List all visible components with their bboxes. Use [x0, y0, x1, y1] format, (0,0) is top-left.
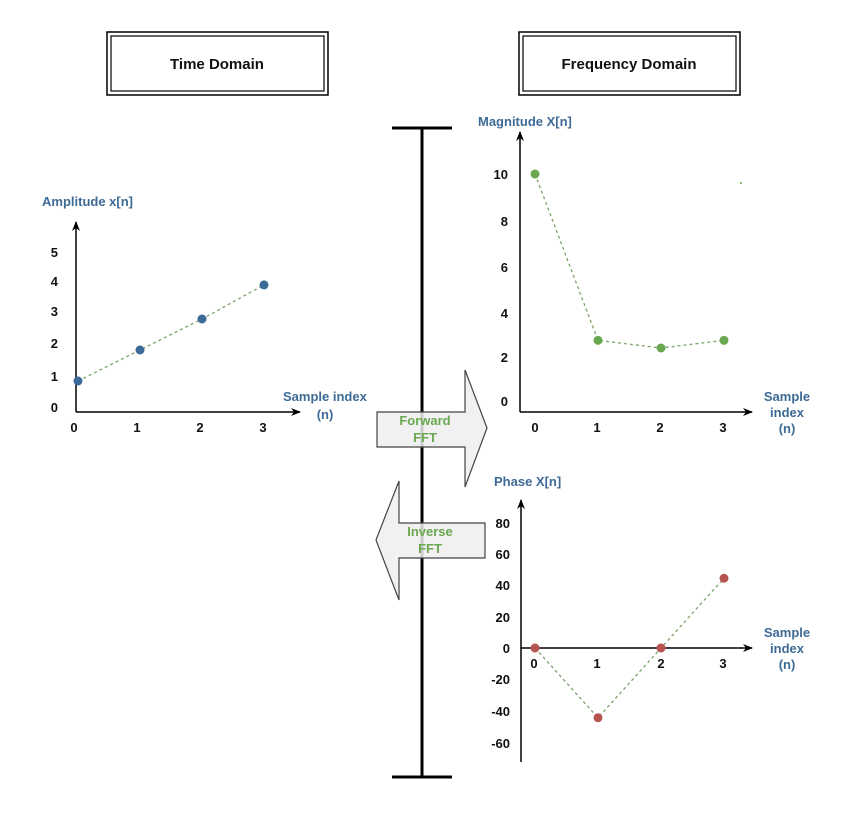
y-tick-label: 0: [501, 394, 508, 409]
inverse-label-1: Inverse: [407, 524, 453, 539]
y-tick-label: -20: [491, 672, 510, 687]
y-tick-label: 8: [501, 214, 508, 229]
data-point: [593, 713, 603, 723]
data-point: [719, 573, 729, 583]
y-tick-label: 4: [51, 274, 59, 289]
x-axis-label: (n): [779, 421, 796, 436]
inverse-fft-arrow: Inverse FFT: [375, 480, 486, 601]
x-tick-label: 3: [259, 420, 266, 435]
x-tick-label: 1: [593, 420, 600, 435]
data-point: [197, 314, 207, 324]
time-domain-title-box: Time Domain: [106, 31, 329, 96]
series-line: [77, 284, 265, 382]
x-tick-label: 3: [719, 656, 726, 671]
x-tick-label: 3: [719, 420, 726, 435]
x-axis-label: index: [770, 641, 805, 656]
x-axis-label: Sample index: [283, 389, 368, 404]
forward-label-1: Forward: [399, 413, 450, 428]
forward-label-2: FFT: [413, 430, 437, 445]
x-axis-label: (n): [317, 407, 334, 422]
data-point: [656, 343, 666, 353]
data-point: [73, 376, 83, 386]
y-axis-label: Phase X[n]: [494, 474, 561, 489]
y-tick-label: 2: [51, 336, 58, 351]
data-point: [719, 335, 729, 345]
series-line: [534, 577, 725, 719]
y-tick-label: -40: [491, 704, 510, 719]
x-axis-label: Sample: [764, 625, 810, 640]
divider-line: [392, 126, 452, 779]
x-axis-label: Sample: [764, 389, 810, 404]
x-tick-label: 0: [531, 420, 538, 435]
time-chart: Amplitude x[n] Sample index (n) 0 1 2 3 4 5 0 1 2 3: [42, 194, 368, 435]
x-tick-label: 0: [70, 420, 77, 435]
y-tick-label: 60: [496, 547, 510, 562]
y-tick-label: 4: [501, 306, 509, 321]
y-tick-label: 20: [496, 610, 510, 625]
x-tick-label: 2: [656, 420, 663, 435]
x-axis-label: index: [770, 405, 805, 420]
y-tick-label: 2: [501, 350, 508, 365]
x-tick-label: 1: [593, 656, 600, 671]
y-tick-label: 1: [51, 369, 58, 384]
x-tick-label: 0: [530, 656, 537, 671]
y-axis-label: Amplitude x[n]: [42, 194, 133, 209]
data-point: [259, 280, 269, 290]
data-point: [656, 643, 666, 653]
y-tick-label: 5: [51, 245, 58, 260]
data-point: [530, 643, 540, 653]
phase-chart: Phase X[n]Sampleindex(n)806040200-20-40-…: [491, 474, 810, 762]
x-tick-label: 2: [196, 420, 203, 435]
time-domain-title: Time Domain: [170, 56, 264, 73]
y-tick-label: 40: [496, 578, 510, 593]
y-tick-label: -60: [491, 736, 510, 751]
y-axis-label: Magnitude X[n]: [478, 114, 572, 129]
x-axis-label: (n): [779, 657, 796, 672]
y-tick-label: 0: [503, 641, 510, 656]
series-line: [534, 173, 725, 349]
data-point: [530, 169, 540, 179]
forward-fft-arrow: Forward FFT: [376, 369, 488, 488]
y-tick-label: 80: [496, 516, 510, 531]
y-tick-label: 3: [51, 304, 58, 319]
data-point: [135, 345, 145, 355]
frequency-domain-title-box: Frequency Domain: [518, 31, 741, 96]
x-tick-label: 2: [657, 656, 664, 671]
frequency-domain-title: Frequency Domain: [561, 56, 696, 73]
y-tick-label: 6: [501, 260, 508, 275]
data-point: [593, 335, 603, 345]
stray-dot: [740, 182, 742, 184]
y-tick-label: 10: [494, 167, 508, 182]
x-tick-label: 1: [133, 420, 140, 435]
y-tick-label: 0: [51, 400, 58, 415]
inverse-label-2: FFT: [418, 541, 442, 556]
